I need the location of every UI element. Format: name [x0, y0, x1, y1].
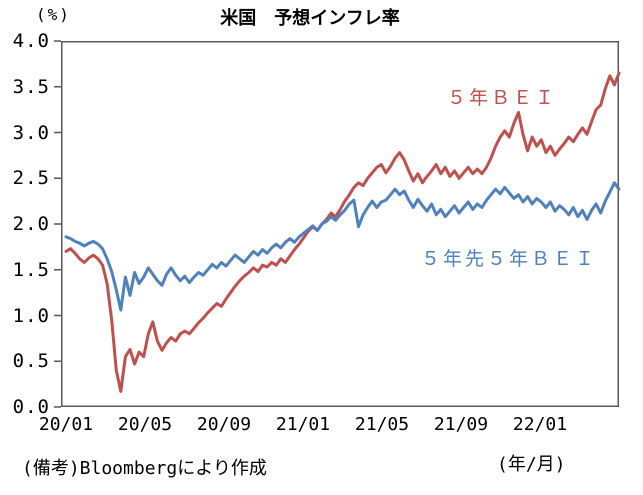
y-tick-label: 4.0 [12, 30, 50, 52]
x-tick-label: 21/05 [354, 414, 410, 435]
source-note: (備考)Bloombergにより作成 [22, 458, 267, 479]
y-tick-label: 3.5 [12, 75, 50, 98]
x-tick-label: 20/05 [117, 414, 173, 435]
chart-title: 米国 予想インフレ率 [220, 8, 400, 29]
y-tick-label: 0.0 [12, 396, 50, 418]
x-tick-label: 21/01 [275, 414, 331, 435]
y-tick-label: 0.5 [12, 350, 50, 373]
x-axis-unit-label: (年/月) [497, 454, 566, 475]
x-tick-label: 20/01 [38, 414, 94, 435]
y-axis-unit-label: (%) [36, 5, 71, 24]
y-tick-label: 3.0 [12, 121, 50, 144]
bei-5y5y-line [64, 181, 621, 312]
plot-area [54, 40, 621, 408]
plot-border [61, 41, 619, 407]
y-tick-label: 1.0 [12, 304, 50, 327]
series-label-5y5y-bei: ５年先５年ＢＥＩ [421, 248, 598, 270]
x-tick-label: 21/09 [433, 414, 489, 435]
y-tick-label: 2.0 [12, 213, 50, 235]
y-tick-label: 1.5 [12, 258, 50, 281]
y-tick-label: 2.5 [12, 167, 50, 190]
bei-5y-line [64, 71, 621, 393]
x-tick-label: 20/09 [196, 414, 252, 435]
series-label-5y-bei: ５年ＢＥＩ [447, 87, 558, 109]
x-tick-label: 22/01 [512, 414, 568, 435]
